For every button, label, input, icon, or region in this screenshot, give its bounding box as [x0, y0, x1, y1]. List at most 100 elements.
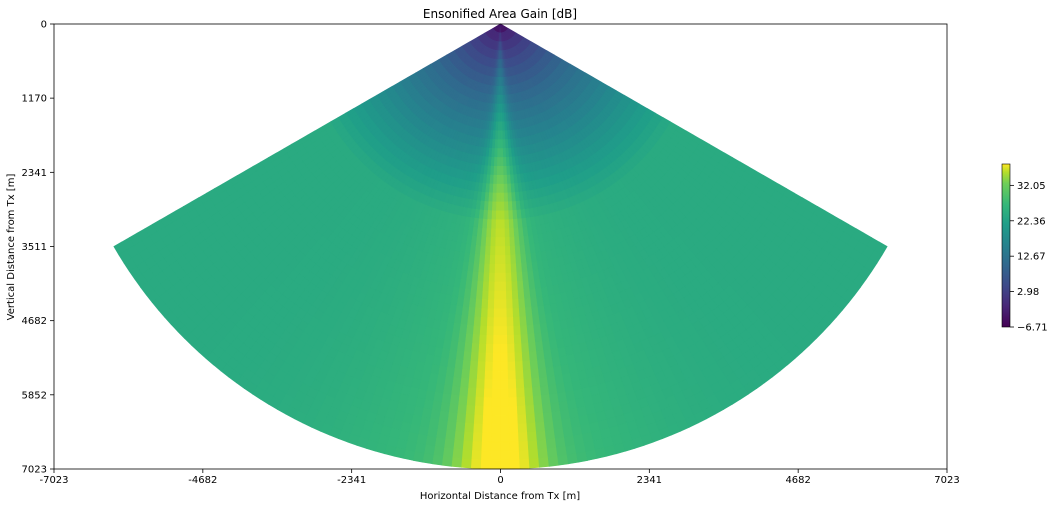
- fan-cell: [492, 201, 497, 212]
- fan-cell: [516, 396, 526, 407]
- fan-cell: [454, 358, 464, 370]
- fan-cell: [492, 379, 501, 390]
- x-axis-ticks: -7023 -4682 -2341 0 2341 4682 7023: [39, 469, 960, 486]
- fan-cell: [466, 324, 475, 335]
- fan-cell: [437, 419, 449, 431]
- fan-cell: [484, 245, 492, 256]
- fan-cell: [480, 459, 492, 470]
- fan-cell: [475, 387, 485, 398]
- fan-cell: [440, 401, 451, 413]
- fan-cell: [500, 352, 509, 363]
- fan-cell: [434, 437, 447, 448]
- fan-cell: [500, 450, 511, 461]
- fan-cell: [551, 410, 562, 422]
- fan-cell: [546, 447, 558, 458]
- fan-cell: [488, 281, 496, 292]
- fan-cell: [430, 409, 442, 421]
- colorbar-tick-label: −6.71: [1017, 323, 1048, 334]
- fan-cell: [511, 272, 518, 283]
- fan-cell: [485, 236, 492, 247]
- fan-cell: [494, 281, 501, 292]
- fan-cell: [532, 395, 543, 406]
- fan-cell: [461, 458, 473, 469]
- fan-cell: [500, 210, 506, 221]
- fan-cell: [479, 254, 486, 265]
- fan-cell: [441, 393, 452, 404]
- fan-cell: [508, 406, 518, 416]
- fan-cell: [480, 307, 489, 318]
- fan-cell: [470, 458, 482, 469]
- fan-cell: [531, 377, 541, 388]
- fan-cell: [504, 210, 510, 221]
- fan-cell: [493, 157, 498, 167]
- fan-cell: [455, 421, 466, 433]
- fan-cell: [486, 227, 492, 238]
- fan-cell: [516, 387, 526, 398]
- fan-cell: [497, 139, 501, 149]
- fan-cell: [506, 308, 514, 318]
- fan-cell: [547, 456, 560, 467]
- fan-cell: [492, 344, 501, 354]
- fan-cell: [553, 428, 565, 440]
- fan-cell: [486, 334, 494, 345]
- fan-cell: [507, 379, 517, 390]
- fan-cell: [484, 254, 491, 265]
- fan-cell: [519, 316, 528, 327]
- fan-cell: [454, 430, 466, 442]
- fan-cell: [477, 352, 487, 363]
- fan-cell: [495, 219, 501, 230]
- fan-cell: [518, 307, 527, 318]
- fan-cell: [452, 376, 462, 388]
- fan-cell: [500, 459, 511, 470]
- fan-cell: [444, 375, 455, 387]
- x-tick-label: -4682: [188, 475, 217, 486]
- fan-cell: [497, 121, 501, 132]
- fan-cell: [455, 350, 465, 361]
- fan-cell: [492, 388, 501, 399]
- fan-cell: [471, 342, 480, 353]
- fan-cell: [482, 423, 493, 434]
- fan-cell: [460, 377, 470, 388]
- fan-cell: [500, 246, 506, 256]
- fan-cell: [472, 333, 481, 345]
- fan-cell: [505, 263, 512, 274]
- fan-cell: [500, 432, 510, 443]
- colorbar-tick-label: 22.36: [1017, 216, 1046, 227]
- y-tick-label: 5852: [22, 390, 47, 401]
- fan-cell: [477, 361, 487, 372]
- fan-cell: [536, 439, 548, 450]
- fan-cell: [500, 281, 507, 292]
- fan-cell: [470, 280, 479, 291]
- fan-cell: [526, 324, 535, 335]
- fan-cell: [467, 387, 477, 398]
- fan-cell: [486, 317, 495, 327]
- fan-cell: [493, 326, 501, 336]
- fan-cell: [462, 359, 472, 371]
- fan-cell: [514, 352, 524, 363]
- fan-cell: [513, 334, 522, 345]
- fan-cell: [476, 370, 486, 380]
- fan-cell: [532, 386, 542, 397]
- fan-cell: [519, 458, 531, 469]
- fan-cell: [510, 263, 518, 274]
- fan-cell: [506, 290, 513, 301]
- fan-cell: [507, 361, 517, 372]
- fan-cell: [422, 453, 435, 465]
- x-tick-label: 2341: [637, 475, 662, 486]
- fan-cell: [504, 228, 511, 238]
- fan-cell: [484, 361, 494, 372]
- fan-cell: [528, 342, 537, 353]
- fan-cell: [500, 272, 507, 283]
- fan-cell: [413, 451, 425, 463]
- fan-cell: [477, 271, 485, 282]
- fan-cell: [512, 307, 521, 318]
- fan-cell: [523, 378, 533, 389]
- fan-cell: [507, 343, 516, 354]
- fan-cell: [488, 272, 496, 283]
- fan-cell: [500, 299, 508, 310]
- fan-cell: [505, 281, 513, 292]
- fan-cell: [504, 237, 511, 247]
- fan-cell: [491, 432, 501, 443]
- fan-cell: [483, 406, 493, 416]
